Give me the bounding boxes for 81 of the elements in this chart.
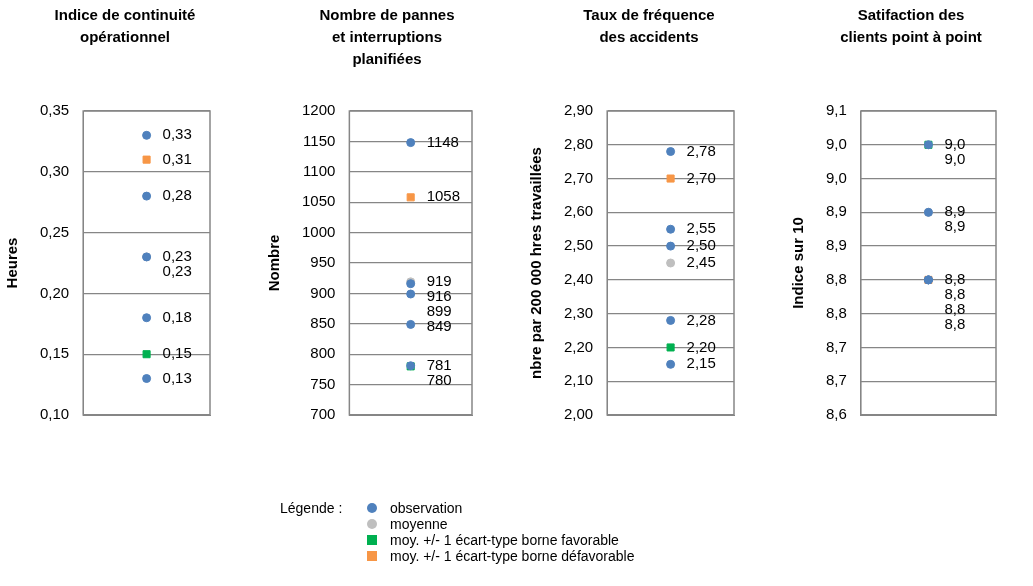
data-label: 8,8 xyxy=(944,270,966,288)
chart-title: Indice de continuité opérationnel xyxy=(53,5,197,47)
y-tick-label: 2,50 xyxy=(563,236,594,254)
y-tick-label: 2,20 xyxy=(563,337,594,355)
y-tick-label: 950 xyxy=(310,253,336,271)
y-tick-label: 8,9 xyxy=(825,236,847,254)
y-tick-label: 8,9 xyxy=(825,202,847,220)
data-label: 1148 xyxy=(426,132,459,150)
y-tick-label: 0,25 xyxy=(39,222,70,240)
chart-title: Taux de fréquence des accidents xyxy=(582,5,716,47)
data-label: 2,45 xyxy=(686,253,716,271)
y-tick-label: 9,0 xyxy=(825,168,847,186)
y-tick-label: 2,70 xyxy=(563,168,594,186)
y-tick-label: 0,20 xyxy=(39,283,70,301)
y-tick-label: 0,30 xyxy=(39,161,70,179)
y-tick-label: 2,00 xyxy=(563,405,594,423)
data-label: 2,78 xyxy=(686,141,716,159)
y-tick-label: 2,10 xyxy=(563,371,594,389)
y-tick-label: 8,7 xyxy=(825,337,847,355)
y-tick-label: 1150 xyxy=(303,131,336,149)
data-label: 849 xyxy=(426,316,452,334)
legend-label: observation xyxy=(390,500,463,516)
legend-title: Légende : xyxy=(280,500,344,516)
y-tick-label: 1100 xyxy=(303,161,336,179)
y-tick-label: 1200 xyxy=(301,101,336,119)
data-label: 2,50 xyxy=(686,236,716,254)
data-label: 0,33 xyxy=(162,125,192,143)
data-label: 8,9 xyxy=(944,217,966,235)
y-tick-label: 8,8 xyxy=(825,270,847,288)
data-label: 780 xyxy=(426,370,452,388)
y-axis-title: nbre par 200 000 hres travaillées xyxy=(527,147,545,379)
y-tick-label: 2,30 xyxy=(563,303,594,321)
y-axis-title: Indice sur 10 xyxy=(789,217,807,309)
y-tick-label: 0,15 xyxy=(39,344,70,362)
data-label: 0,23 xyxy=(162,247,192,265)
data-label: 2,70 xyxy=(686,168,716,186)
y-tick-label: 2,40 xyxy=(563,270,594,288)
data-label: 8,8 xyxy=(944,285,966,303)
data-label: 2,15 xyxy=(686,354,716,372)
y-tick-label: 8,7 xyxy=(825,371,847,389)
y-tick-label: 8,6 xyxy=(825,405,847,423)
data-label: 0,15 xyxy=(162,344,192,362)
data-label: 0,18 xyxy=(162,307,192,325)
y-tick-label: 700 xyxy=(310,405,336,423)
y-tick-label: 9,0 xyxy=(825,134,847,152)
chart-title: Satifaction des clients point à point xyxy=(839,5,983,47)
chart-title: Nombre de pannes et interruptions planifiées xyxy=(318,5,456,69)
y-tick-label: 750 xyxy=(310,374,336,392)
y-tick-label: 8,8 xyxy=(825,303,847,321)
y-tick-label: 800 xyxy=(310,344,336,362)
data-label: 8,8 xyxy=(944,315,966,333)
y-tick-label: 850 xyxy=(310,313,336,331)
data-label: 0,23 xyxy=(162,262,192,280)
data-label: 2,20 xyxy=(686,337,716,355)
data-label: 2,28 xyxy=(686,310,716,328)
data-label: 781 xyxy=(426,355,452,373)
legend-label: moy. +/- 1 écart-type borne favorable xyxy=(390,532,619,548)
data-label: 916 xyxy=(426,286,452,304)
data-label: 0,28 xyxy=(162,186,192,204)
data-label: 8,8 xyxy=(944,300,966,318)
data-label: 0,13 xyxy=(162,368,192,386)
data-label: 9,0 xyxy=(944,134,966,152)
y-tick-label: 900 xyxy=(310,283,336,301)
legend-label: moy. +/- 1 écart-type borne défavorable xyxy=(390,548,635,564)
y-tick-label: 1050 xyxy=(301,192,336,210)
data-label: 0,31 xyxy=(162,149,192,167)
data-label: 899 xyxy=(426,301,452,319)
y-tick-label: 0,35 xyxy=(39,101,70,119)
data-label: 8,9 xyxy=(944,202,966,220)
y-tick-label: 9,1 xyxy=(825,101,847,119)
y-tick-label: 2,80 xyxy=(563,134,594,152)
y-tick-label: 2,60 xyxy=(563,202,594,220)
data-label: 919 xyxy=(426,271,452,289)
y-tick-label: 1000 xyxy=(301,222,336,240)
legend-label: moyenne xyxy=(390,516,448,532)
data-label: 2,55 xyxy=(686,219,716,237)
y-tick-label: 0,10 xyxy=(39,405,70,423)
y-axis-title: Heures xyxy=(3,237,21,289)
y-axis-title: Nombre xyxy=(265,234,283,292)
y-tick-label: 2,90 xyxy=(563,101,594,119)
data-label: 1058 xyxy=(426,187,461,205)
